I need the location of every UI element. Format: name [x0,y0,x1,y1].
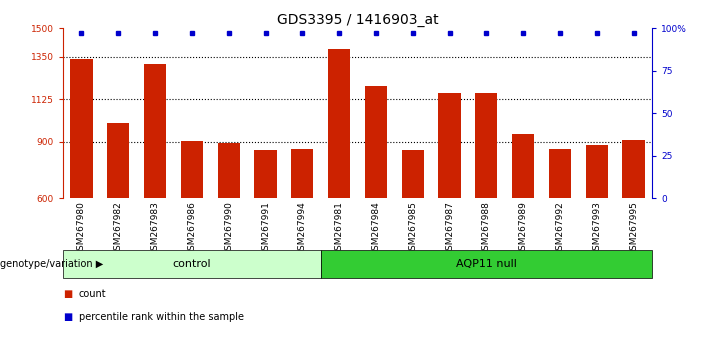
Text: count: count [79,289,106,299]
Text: AQP11 null: AQP11 null [456,259,517,269]
Bar [549,149,571,198]
Text: GSM267981: GSM267981 [334,201,343,256]
Text: control: control [172,259,211,269]
FancyBboxPatch shape [63,250,320,278]
Bar [144,64,166,198]
Bar [217,143,240,198]
Text: GSM267994: GSM267994 [298,201,307,256]
Text: GSM267989: GSM267989 [519,201,528,256]
Text: GSM267983: GSM267983 [151,201,160,256]
Bar [107,123,129,198]
Bar [512,134,534,198]
Bar [70,58,93,198]
Text: GSM267992: GSM267992 [555,201,564,256]
Bar [402,150,423,198]
Text: GSM267986: GSM267986 [187,201,196,256]
Bar [365,86,387,198]
Text: GSM267991: GSM267991 [261,201,270,256]
Bar [475,93,497,198]
Text: GSM267980: GSM267980 [77,201,86,256]
Bar [181,141,203,198]
Text: percentile rank within the sample: percentile rank within the sample [79,312,243,322]
Text: GSM267987: GSM267987 [445,201,454,256]
Text: GSM267990: GSM267990 [224,201,233,256]
Text: genotype/variation ▶: genotype/variation ▶ [0,259,103,269]
Text: GSM267995: GSM267995 [629,201,638,256]
FancyBboxPatch shape [320,250,652,278]
Text: GSM267984: GSM267984 [372,201,381,256]
Bar [585,145,608,198]
Text: ■: ■ [63,312,72,322]
Text: GSM267982: GSM267982 [114,201,123,256]
Text: GSM267985: GSM267985 [408,201,417,256]
Text: ■: ■ [63,289,72,299]
Bar [622,140,644,198]
Title: GDS3395 / 1416903_at: GDS3395 / 1416903_at [277,13,438,27]
Bar [254,150,276,198]
Text: GSM267988: GSM267988 [482,201,491,256]
Bar [291,149,313,198]
Text: GSM267993: GSM267993 [592,201,601,256]
Bar [438,93,461,198]
Bar [328,49,350,198]
